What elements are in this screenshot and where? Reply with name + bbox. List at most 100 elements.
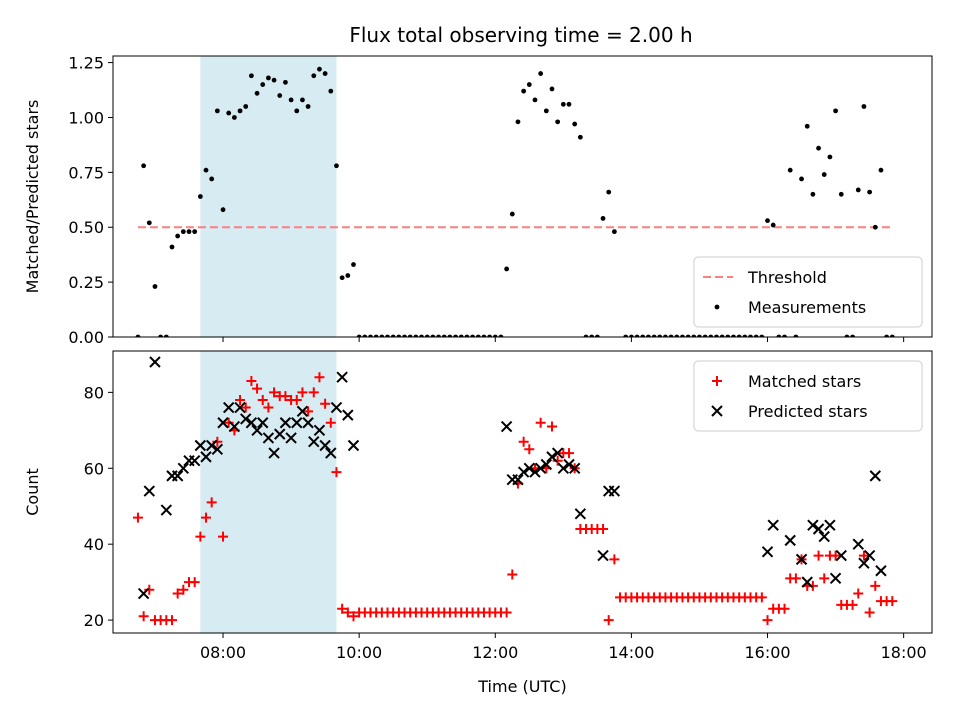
data-point: [799, 176, 804, 182]
data-point: [708, 334, 714, 337]
data-point: [195, 531, 206, 542]
data-point: [543, 108, 549, 114]
data-point: [524, 444, 535, 455]
data-point: [748, 334, 753, 337]
data-point: [563, 458, 575, 471]
data-point: [274, 428, 286, 440]
legend-label: Threshold: [747, 268, 827, 287]
data-point: [475, 334, 481, 337]
data-point: [855, 187, 861, 193]
data-point: [339, 275, 345, 281]
data-point: [790, 573, 801, 584]
data-point: [205, 439, 218, 452]
y-tick-label: 40: [84, 535, 104, 554]
data-point: [214, 108, 220, 114]
data-point: [177, 462, 190, 474]
data-point: [532, 97, 538, 103]
data-point: [753, 334, 759, 337]
data-point: [512, 473, 524, 486]
axes-frame: [112, 350, 933, 634]
data-point: [325, 447, 337, 459]
data-point: [166, 615, 177, 626]
data-point: [260, 82, 266, 87]
data-point: [308, 436, 320, 448]
data-point: [521, 88, 527, 94]
x-axis-label: Time (UTC): [477, 677, 566, 696]
data-point: [263, 402, 274, 413]
data-point: [222, 401, 235, 414]
data-point: [356, 334, 362, 337]
data-point: [807, 580, 818, 591]
data-point: [220, 207, 226, 213]
data-point: [331, 467, 342, 478]
y-tick-label: 0.50: [68, 218, 104, 237]
data-point: [719, 334, 725, 337]
data-point: [254, 90, 260, 96]
data-point: [572, 121, 578, 127]
data-point: [560, 101, 566, 107]
data-point: [285, 432, 297, 444]
data-point: [319, 439, 331, 452]
data-point: [158, 334, 164, 337]
data-point: [296, 405, 309, 418]
data-point: [492, 334, 498, 337]
data-point: [889, 334, 895, 337]
data-point: [850, 334, 855, 337]
data-point: [135, 334, 141, 337]
top-panel-ratio: 0.00 0.25 0.50 0.75 1.00 1.25 Matched/Predicte…: [23, 54, 933, 347]
y-axis-label: Matched/Predicted stars: [23, 100, 42, 294]
data-point: [407, 334, 413, 337]
data-point: [606, 189, 612, 195]
data-point: [342, 607, 353, 618]
data-point: [609, 554, 620, 565]
data-point: [546, 421, 557, 432]
data-point: [509, 211, 515, 217]
data-point: [680, 334, 685, 337]
legend-label: Matched stars: [748, 372, 861, 391]
data-point: [345, 273, 351, 278]
data-point: [864, 607, 875, 618]
x-tick-label: 08:00: [200, 643, 246, 662]
data-point: [603, 615, 614, 626]
data-point: [787, 167, 793, 173]
data-point: [552, 455, 563, 466]
data-point: [172, 588, 183, 599]
axes-frame: [112, 55, 933, 338]
data-point: [872, 224, 878, 230]
data-point: [217, 417, 229, 429]
series-matched-stars: [132, 372, 898, 626]
data-point: [628, 334, 634, 337]
data-point: [818, 530, 830, 543]
data-point: [169, 244, 175, 250]
data-point: [756, 592, 767, 603]
data-point: [776, 334, 782, 337]
data-point: [268, 447, 280, 459]
data-point: [266, 75, 271, 81]
data-point: [297, 387, 308, 398]
data-point: [337, 603, 348, 614]
data-point: [507, 569, 518, 580]
x-tick-label: 18:00: [881, 643, 927, 662]
y-axis-label: Count: [23, 468, 42, 516]
data-point: [262, 432, 275, 444]
data-point: [824, 519, 836, 531]
data-point: [725, 334, 731, 337]
data-point: [761, 546, 774, 558]
data-point: [487, 334, 493, 337]
data-point: [534, 462, 547, 474]
data-point: [243, 104, 249, 109]
data-point: [464, 334, 470, 337]
data-point: [863, 549, 876, 562]
data-point: [141, 163, 147, 169]
data-point: [192, 229, 198, 235]
data-point: [211, 443, 224, 456]
data-point: [608, 485, 621, 497]
data-point: [804, 123, 810, 129]
data-point: [186, 229, 192, 235]
data-point: [597, 549, 609, 562]
bottom-panel-counts: 20 40 60 80 08:00 10:00 12:00 14:00 16:00 18:00 Co…: [23, 350, 933, 696]
data-point: [830, 550, 841, 561]
data-point: [878, 167, 884, 173]
data-point: [385, 334, 390, 337]
data-point: [807, 519, 819, 531]
